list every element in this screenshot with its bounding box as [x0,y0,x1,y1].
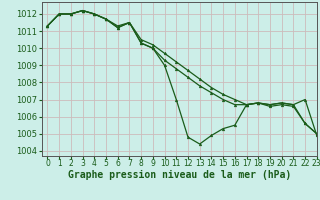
X-axis label: Graphe pression niveau de la mer (hPa): Graphe pression niveau de la mer (hPa) [68,170,291,180]
